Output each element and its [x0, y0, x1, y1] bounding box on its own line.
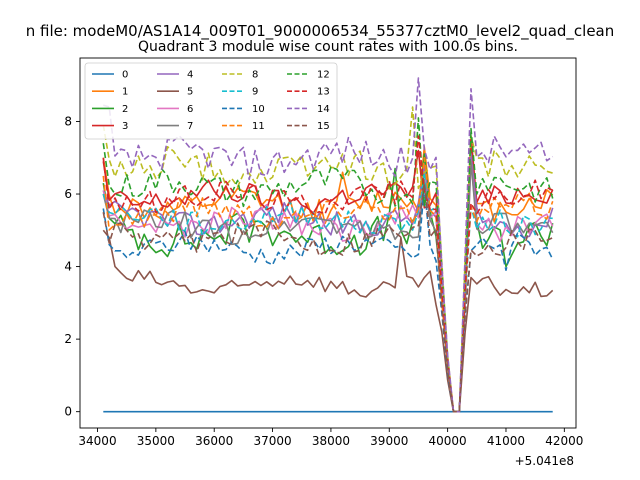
legend-label-2: 2	[122, 104, 128, 115]
legend-label-1: 1	[122, 87, 128, 98]
x-offset-label: +5.041e8	[515, 454, 574, 468]
legend-label-13: 13	[317, 87, 330, 98]
plot-area: 34000 35000 36000 37000 38000 39000 40000 41000…	[64, 57, 583, 448]
x-tick-label: 34000	[78, 434, 116, 448]
y-tick-label: 2	[64, 332, 72, 346]
legend-label-5: 5	[187, 87, 193, 98]
chart-title: Quadrant 3 module wise count rates with …	[138, 39, 518, 55]
series-line-6	[102, 160, 554, 413]
series-line-1	[102, 142, 554, 413]
x-tick-label: 41000	[487, 434, 525, 448]
y-tick-label: 0	[64, 405, 72, 419]
y-tick-label: 6	[64, 187, 72, 201]
x-tick-label: 37000	[253, 434, 291, 448]
legend-label-14: 14	[317, 104, 330, 115]
x-tick-label: 39000	[370, 434, 408, 448]
series-line-11	[102, 157, 554, 413]
legend-label-10: 10	[252, 104, 265, 115]
series-line-10	[102, 186, 554, 413]
legend-label-4: 4	[187, 70, 193, 81]
series-line-5	[102, 229, 554, 413]
series-lines	[102, 77, 554, 413]
legend-label-8: 8	[252, 70, 258, 81]
legend-label-7: 7	[187, 121, 193, 132]
series-line-8	[102, 106, 553, 413]
series-line-2	[102, 138, 554, 413]
x-tick-label: 38000	[312, 434, 350, 448]
series-line-4	[102, 153, 554, 413]
legend-label-15: 15	[317, 121, 330, 132]
x-tick-label: 42000	[545, 434, 583, 448]
legend-label-0: 0	[122, 70, 128, 81]
series-line-14	[103, 77, 554, 413]
series-line-3	[102, 135, 554, 413]
legend-label-11: 11	[252, 121, 265, 132]
y-tick-label: 4	[64, 260, 72, 274]
series-line-12	[102, 117, 554, 413]
legend-label-9: 9	[252, 87, 258, 98]
x-tick-label: 36000	[195, 434, 233, 448]
legend-box	[84, 62, 338, 140]
legend-label-6: 6	[187, 104, 193, 115]
series-line-13	[102, 135, 554, 413]
series-line-9	[102, 171, 553, 413]
axes-frame	[79, 57, 577, 429]
x-tick-label: 40000	[429, 434, 467, 448]
y-tick-label: 8	[64, 114, 72, 128]
legend-label-3: 3	[122, 121, 128, 132]
chart-suptitle: n file: modeM0/AS1A14_009T01_9000006534_…	[26, 22, 615, 41]
series-line-15	[102, 182, 554, 413]
x-tick-label: 35000	[137, 434, 175, 448]
legend-label-12: 12	[317, 70, 330, 81]
